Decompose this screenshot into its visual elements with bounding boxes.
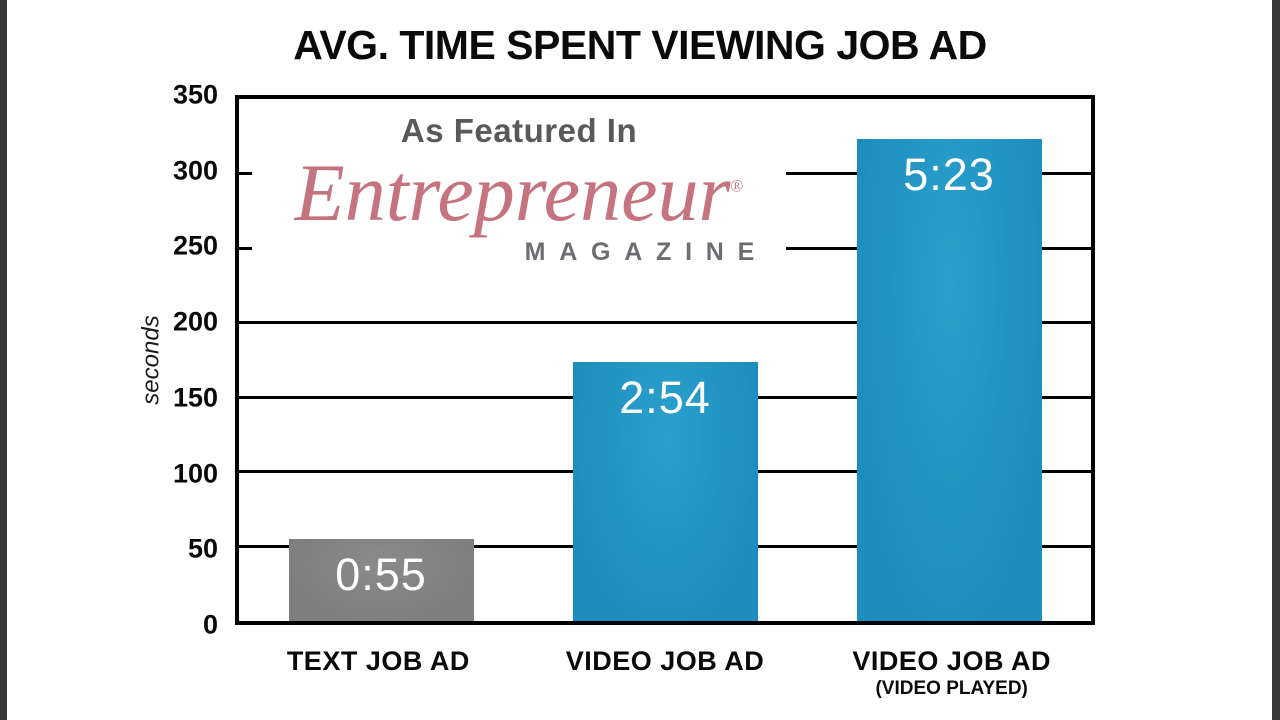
right-edge-strip [1272,0,1280,720]
y-tick-label: 350 [172,79,218,110]
chart-title: AVG. TIME SPENT VIEWING JOB AD [293,22,987,68]
y-tick-label: 250 [172,230,218,261]
bar-value-label: 2:54 [619,371,711,423]
left-edge-strip [0,0,7,720]
bar-2: 2:54 [572,361,758,621]
magazine-text: MAGAZINE [524,238,768,267]
y-tick-label: 150 [172,382,218,413]
bar-value-label: 0:55 [335,548,427,600]
bars-layer: 0:55 2:54 5:23 [239,99,1091,621]
entrepreneur-logo: Entrepreneur® [252,147,786,238]
category-sublabel: (VIDEO PLAYED) [875,678,1028,699]
x-slot: VIDEO JOB AD (VIDEO PLAYED) [808,646,1095,700]
category-label: VIDEO JOB AD [852,646,1051,676]
y-tick-label: 100 [172,458,218,489]
y-tick-label: 300 [172,155,218,186]
y-tick-label: 200 [172,306,218,337]
y-tick-label: 50 [187,533,218,564]
x-axis: TEXT JOB AD VIDEO JOB AD VIDEO JOB AD (VIDE… [235,646,1095,700]
bar-slot: 0:55 [239,99,523,621]
bar-slot: 5:23 [807,99,1091,621]
featured-text: As Featured In [400,112,638,149]
gridline [239,321,1091,325]
x-slot: VIDEO JOB AD [522,646,809,700]
registered-mark: ® [730,176,744,196]
y-axis: 350 300 250 200 150 100 50 0 [110,80,228,640]
category-label: VIDEO JOB AD [565,646,765,676]
y-tick-label: 0 [202,609,218,640]
category-label: TEXT JOB AD [286,646,470,676]
bar-3: 5:23 [856,139,1042,621]
featured-overlay: As Featured In Entrepreneur® MAGAZINE [252,112,786,274]
bar-slot: 2:54 [523,99,807,621]
bar-value-label: 5:23 [903,149,995,201]
x-slot: TEXT JOB AD [235,646,522,700]
entrepreneur-logo-text: Entrepreneur [294,147,731,238]
bar-1: 0:55 [288,538,474,621]
